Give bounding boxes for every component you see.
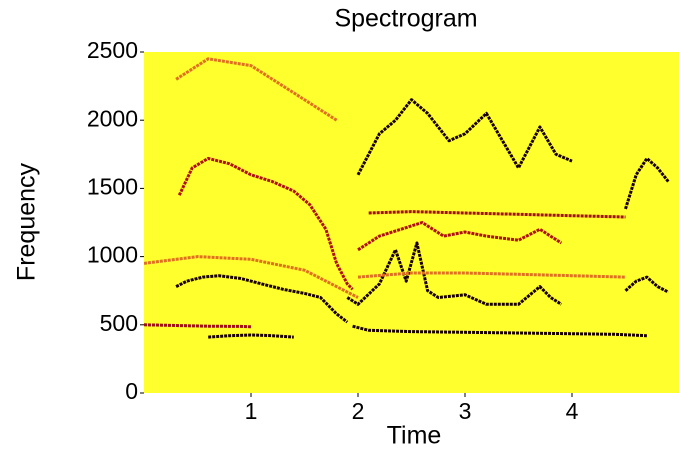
formant-track	[624, 275, 669, 294]
formant-track	[357, 221, 563, 252]
formant-track	[356, 98, 573, 176]
formant-track	[144, 323, 252, 329]
x-tick-label: 4	[566, 398, 579, 424]
y-tick-label: 1000	[87, 242, 138, 268]
formant-track	[346, 241, 563, 306]
x-tick-label: 3	[459, 398, 472, 424]
y-tick-label: 0	[125, 378, 138, 404]
y-tick-label: 1500	[87, 173, 138, 199]
formant-track	[144, 255, 359, 299]
x-axis-label: Time	[387, 422, 442, 450]
x-tick-label: 2	[352, 398, 365, 424]
formant-track	[175, 57, 338, 122]
y-tick-label: 2500	[87, 37, 138, 63]
chart-title: Spectrogram	[334, 5, 477, 33]
formant-track	[208, 333, 294, 339]
formant-track	[357, 271, 626, 279]
tracks	[144, 57, 670, 339]
y-tick-label: 2000	[87, 105, 138, 131]
y-tick-label: 500	[100, 310, 138, 336]
formant-track	[368, 210, 626, 219]
plot-background	[144, 52, 679, 393]
y-axis-label: Frequency	[13, 162, 41, 281]
formant-track	[177, 156, 354, 291]
formant-track	[175, 274, 349, 324]
x-tick-label: 1	[245, 398, 258, 424]
